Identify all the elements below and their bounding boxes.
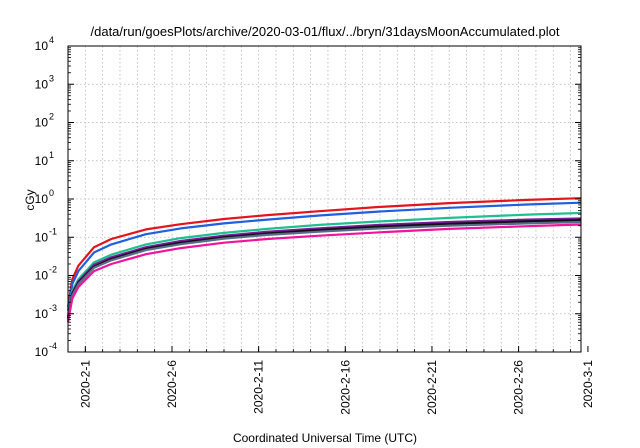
x-tick-label: 2020-2-1 xyxy=(78,360,92,408)
y-tick-label: 10 xyxy=(35,77,49,91)
x-axis: 2020-2-1 2020-2-6 2020-2-11 2020-2-16 2020-2… xyxy=(67,346,595,415)
y-tick-exponent: 2 xyxy=(49,112,54,122)
grid xyxy=(68,46,581,352)
x-tick-label: 2020-2-26 xyxy=(512,360,526,415)
y-tick-label: 10 xyxy=(35,269,49,283)
y-tick-label: 10 xyxy=(35,39,49,53)
y-tick-exponent: 3 xyxy=(49,73,54,83)
x-tick-label: 2020-2-21 xyxy=(425,360,439,415)
y-tick-label: 10 xyxy=(35,116,49,130)
series-line xyxy=(66,197,582,308)
series-line xyxy=(66,201,582,311)
y-tick-exponent: -2 xyxy=(49,265,57,275)
y-tick-exponent: -4 xyxy=(49,341,57,351)
y-tick-exponent: 1 xyxy=(49,150,54,160)
y-tick-exponent: -3 xyxy=(49,303,57,313)
y-tick-label: 10 xyxy=(35,307,49,321)
x-tick-label: 2020-3-1 xyxy=(581,360,595,408)
y-tick-label: 10 xyxy=(35,192,49,206)
y-tick-exponent: 0 xyxy=(49,188,54,198)
y-tick-exponent: 4 xyxy=(49,35,54,45)
series-group xyxy=(66,197,582,323)
y-tick-exponent: -1 xyxy=(49,226,57,236)
y-axis-label: cGy xyxy=(23,189,37,210)
chart-title: /data/run/goesPlots/archive/2020-03-01/f… xyxy=(91,24,560,39)
x-tick-label: 2020-2-11 xyxy=(252,360,266,414)
x-axis-label: Coordinated Universal Time (UTC) xyxy=(233,431,417,445)
x-tick-label: 2020-2-16 xyxy=(338,360,352,415)
y-tick-label: 10 xyxy=(35,345,49,359)
y-tick-label: 10 xyxy=(35,230,49,244)
series-line xyxy=(66,220,582,320)
series-line xyxy=(66,211,582,316)
series-line xyxy=(66,217,582,318)
y-tick-label: 10 xyxy=(35,154,49,168)
x-tick-label: 2020-2-6 xyxy=(165,360,179,408)
series-line xyxy=(66,223,582,323)
